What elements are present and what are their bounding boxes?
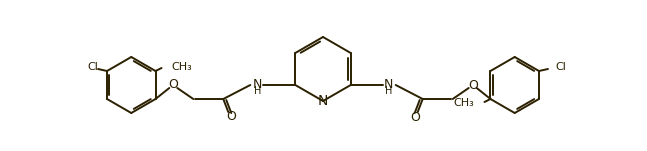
Text: O: O xyxy=(226,111,236,124)
Text: N: N xyxy=(384,77,393,90)
Text: CH₃: CH₃ xyxy=(454,98,474,108)
Text: N: N xyxy=(318,94,328,108)
Text: H: H xyxy=(254,86,261,96)
Text: O: O xyxy=(168,79,178,92)
Text: O: O xyxy=(468,79,477,92)
Text: CH₃: CH₃ xyxy=(171,62,192,72)
Text: Cl: Cl xyxy=(87,62,98,72)
Text: Cl: Cl xyxy=(555,62,566,72)
Text: O: O xyxy=(410,111,420,124)
Text: H: H xyxy=(385,86,392,96)
Text: N: N xyxy=(252,77,262,90)
